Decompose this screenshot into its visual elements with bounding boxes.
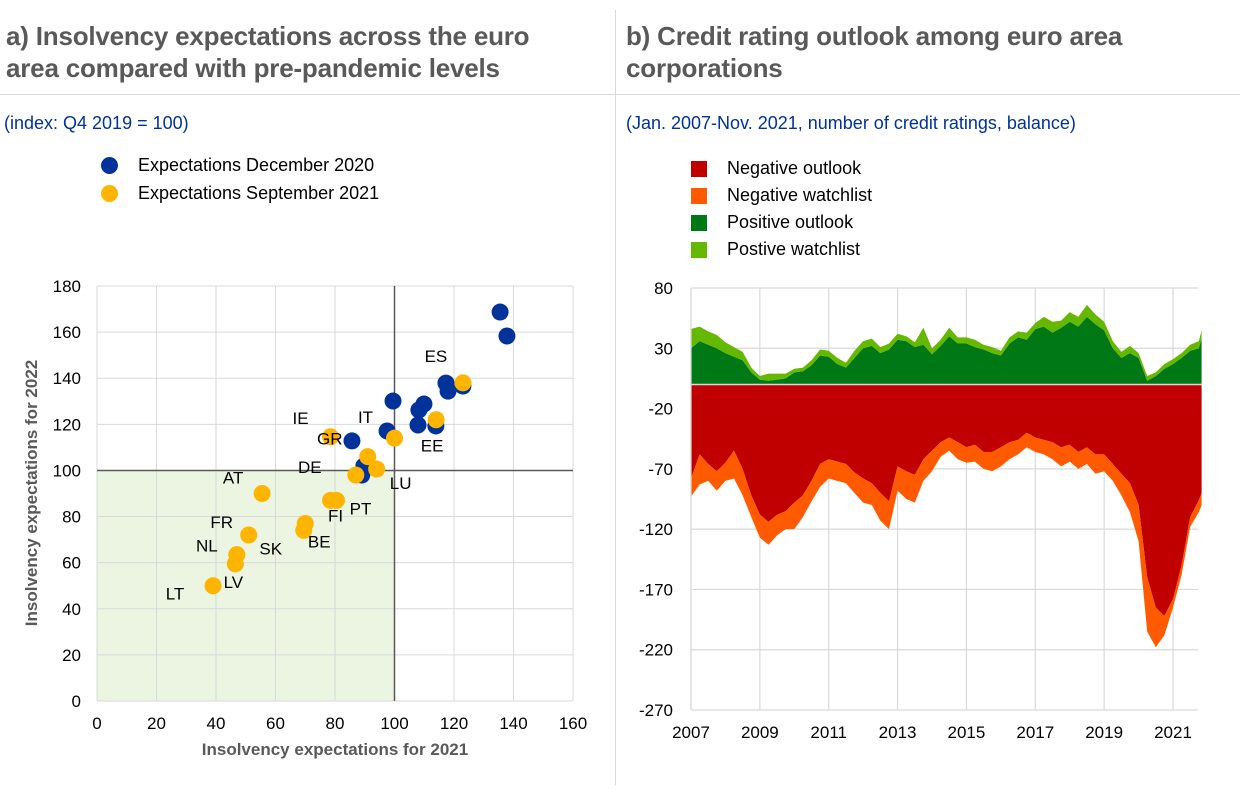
legend-marker-sep2021-icon — [101, 185, 118, 202]
country-label-fr: FR — [210, 513, 233, 532]
point-sep2021-be — [296, 514, 314, 532]
x-tick-label: 120 — [440, 714, 468, 733]
panel-b-title-line2: corporations — [626, 53, 783, 83]
panel-a-subtitle: (index: Q4 2019 = 100) — [4, 113, 189, 133]
panel-a-header-divider — [0, 94, 615, 95]
y-tick-label: 140 — [53, 369, 81, 388]
y-tick-label: 0 — [72, 692, 81, 711]
country-label-sk: SK — [259, 539, 282, 558]
point-sep2021-fr — [240, 526, 258, 544]
point-dec2020 — [491, 303, 509, 321]
legend-item-positive-outlook: Positive outlook — [691, 212, 853, 233]
x-tick-label: 100 — [380, 714, 408, 733]
legend-swatch-positive-outlook-icon — [691, 214, 707, 231]
country-label-fi: FI — [328, 506, 343, 525]
x-tick-label: 140 — [499, 714, 527, 733]
point-dec2020 — [498, 327, 516, 345]
legend-item-negative-watchlist: Negative watchlist — [691, 185, 872, 206]
panel-b-title: b) Credit rating outlook among euro area… — [626, 20, 1122, 84]
point-sep2021-lu — [368, 460, 386, 478]
panel-b-header-divider — [616, 94, 1240, 95]
panel-credit-rating: b) Credit rating outlook among euro area… — [616, 0, 1240, 792]
panel-divider — [615, 10, 616, 785]
point-sep2021-lt — [204, 577, 222, 595]
legend-label-positive-outlook: Positive outlook — [727, 212, 854, 232]
point-sep2021-at — [253, 485, 271, 502]
x-tick-label: 160 — [559, 714, 587, 733]
x-axis-title: Insolvency expectations for 2021 — [202, 740, 468, 759]
y-tick-label: 160 — [53, 323, 81, 342]
legend-label-sep2021: Expectations September 2021 — [138, 183, 380, 203]
panel-insolvency: a) Insolvency expectations across the eu… — [0, 0, 615, 792]
point-dec2020 — [384, 392, 402, 410]
country-label-nl: NL — [196, 537, 218, 556]
country-label-ee: EE — [421, 437, 444, 456]
panel-a-title-line2: area compared with pre-pandemic levels — [6, 53, 500, 83]
country-label-at: AT — [223, 469, 243, 488]
y-tick-label: 20 — [62, 646, 81, 665]
panel-b-title-line1: b) Credit rating outlook among euro area — [626, 21, 1123, 51]
point-sep2021-ie — [322, 428, 340, 446]
point-dec2020 — [410, 401, 428, 419]
country-label-gr: GR — [317, 430, 343, 449]
legend-label-negative-outlook: Negative outlook — [727, 158, 862, 178]
legend-item-dec2020: Expectations December 2020 — [101, 155, 374, 176]
point-sep2021-lv — [226, 555, 244, 573]
y-tick-label: 40 — [62, 600, 81, 619]
legend-item-sep2021: Expectations September 2021 — [101, 183, 379, 204]
legend-item-positive-watchlist: Postive watchlist — [691, 239, 860, 260]
legend-item-negative-outlook: Negative outlook — [691, 158, 861, 179]
country-label-it: IT — [358, 408, 373, 427]
point-dec2020 — [409, 416, 427, 434]
y-tick-label: 80 — [62, 508, 81, 527]
country-label-lv: LV — [224, 573, 244, 592]
country-label-pt: PT — [350, 499, 372, 518]
y-tick-label: 120 — [53, 415, 81, 434]
y-axis-title: Insolvency expectations for 2022 — [22, 360, 41, 626]
y-tick-label: 60 — [62, 554, 81, 573]
legend-swatch-negative-watchlist-icon — [691, 187, 707, 204]
point-sep2021-es — [454, 374, 472, 392]
point-sep2021-gr — [359, 448, 377, 466]
shaded-quadrant — [97, 470, 395, 701]
country-label-lu: LU — [390, 474, 412, 493]
point-sep2021-it — [386, 429, 403, 447]
country-label-es: ES — [425, 347, 448, 366]
y-tick-label: 180 — [53, 277, 81, 296]
country-label-be: BE — [308, 532, 331, 551]
point-dec2020 — [343, 432, 361, 450]
x-tick-label: 60 — [266, 714, 285, 733]
x-tick-label: 80 — [326, 714, 345, 733]
y-tick-label: 100 — [53, 461, 81, 480]
point-sep2021-ee — [427, 411, 445, 429]
x-tick-label: 40 — [207, 714, 226, 733]
point-sep2021-de — [347, 466, 365, 484]
scatter-chart: IE GR DE LU ES EE IT AT FR NL LV LT SK BE FI PT 0 20 40 60… — [22, 277, 587, 759]
x-tick-label: 20 — [147, 714, 166, 733]
legend-swatch-negative-outlook-icon — [691, 160, 707, 177]
point-sep2021-pt — [327, 491, 345, 509]
panel-a-title-line1: a) Insolvency expectations across the eu… — [6, 21, 530, 51]
legend-marker-dec2020-icon — [101, 157, 118, 174]
country-label-ie: IE — [293, 409, 309, 428]
point-dec2020 — [439, 382, 457, 400]
panel-a-title: a) Insolvency expectations across the eu… — [6, 20, 530, 84]
x-tick-label: 0 — [92, 714, 101, 733]
panel-b-subtitle: (Jan. 2007-Nov. 2021, number of credit r… — [626, 113, 1076, 133]
legend-label-negative-watchlist: Negative watchlist — [727, 185, 873, 205]
country-label-de: DE — [298, 458, 322, 477]
legend-label-dec2020: Expectations December 2020 — [138, 155, 375, 175]
country-label-lt: LT — [166, 585, 185, 604]
legend-swatch-positive-watchlist-icon — [691, 241, 707, 258]
legend-label-positive-watchlist: Postive watchlist — [727, 239, 861, 259]
